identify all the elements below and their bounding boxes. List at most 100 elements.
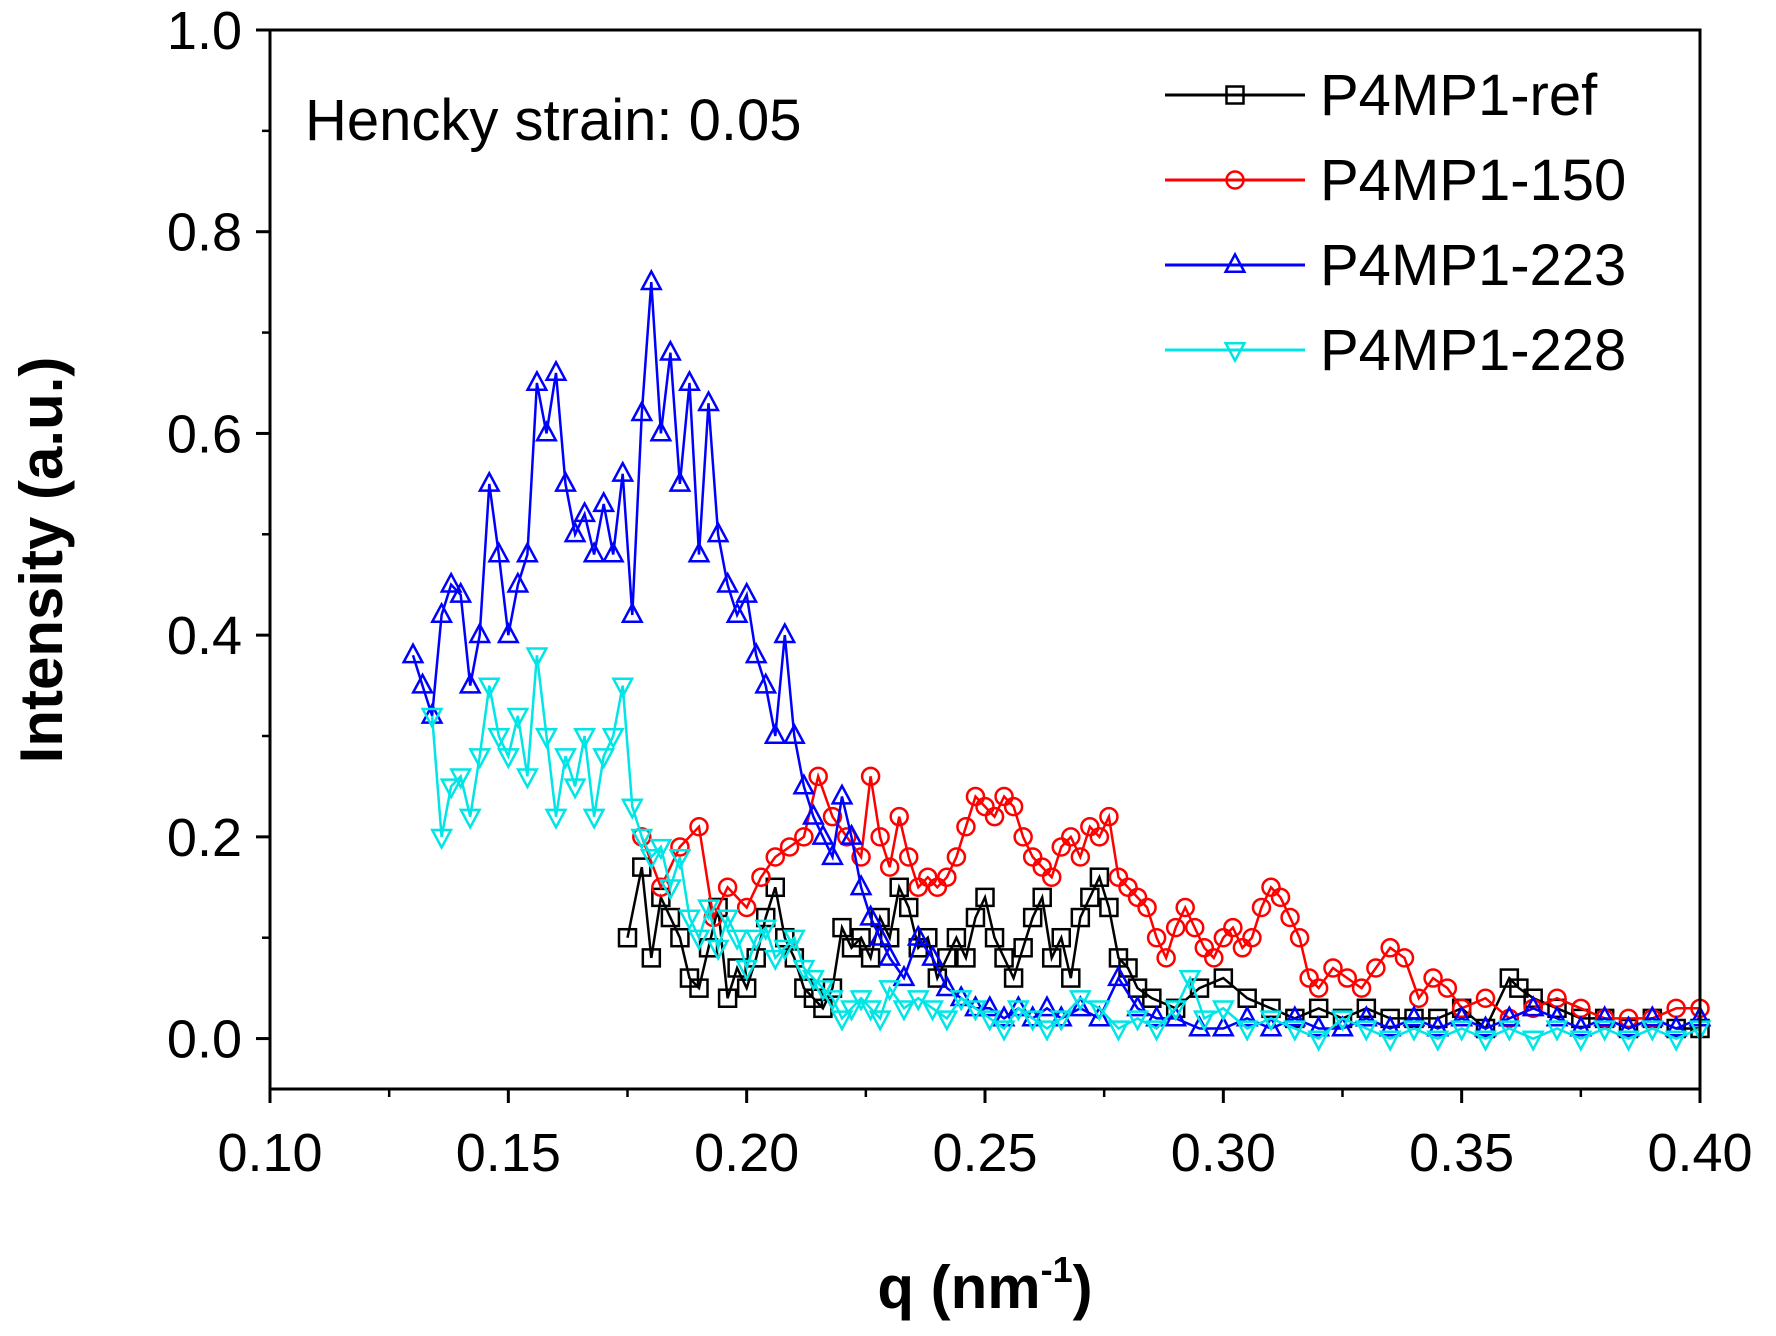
data-point (840, 1000, 863, 1022)
data-point (1474, 1015, 1497, 1037)
data-point (449, 581, 473, 603)
x-tick-label: 0.30 (1171, 1123, 1276, 1183)
data-point (1211, 1015, 1235, 1037)
data-point (1006, 1000, 1030, 1022)
data-point (1099, 897, 1119, 918)
data-point (898, 897, 919, 918)
data-point (898, 847, 919, 867)
data-point (716, 571, 740, 593)
legend-marker (1223, 251, 1247, 274)
data-point (487, 727, 511, 750)
data-point (765, 847, 786, 867)
data-point (892, 964, 916, 987)
data-point (921, 1000, 945, 1022)
data-point (821, 843, 844, 866)
data-point (1164, 1005, 1188, 1027)
data-point (1126, 1010, 1149, 1032)
data-point (830, 783, 854, 805)
data-point (1013, 938, 1033, 958)
data-point (837, 827, 857, 847)
data-point (992, 1020, 1016, 1042)
data-point (832, 917, 852, 938)
data-point (1423, 968, 1443, 988)
data-point (782, 929, 806, 951)
data-point (1041, 948, 1062, 968)
legend-marker (1223, 341, 1247, 364)
data-point (439, 778, 463, 800)
data-point (935, 974, 959, 997)
data-point (1380, 1008, 1400, 1029)
data-point (794, 827, 814, 847)
legend: P4MP1-ref P4MP1-150 P4MP1-223 P4MP1-228 (1165, 63, 1626, 383)
data-point (1308, 978, 1329, 998)
data-point (1394, 948, 1415, 968)
data-point (1617, 1030, 1640, 1052)
y-tick-label: 0.0 (167, 1010, 242, 1070)
data-point (658, 879, 682, 901)
data-point (870, 827, 890, 847)
data-point (978, 995, 1002, 1017)
data-point (439, 571, 463, 593)
data-point (1437, 978, 1458, 998)
data-point (670, 837, 690, 857)
data-point (1003, 796, 1024, 817)
data-point (1409, 988, 1429, 1008)
data-point (468, 748, 492, 770)
data-point (678, 369, 701, 392)
data-point (849, 990, 873, 1012)
data-point (1521, 1030, 1545, 1052)
data-point (1545, 1020, 1569, 1042)
data-point (1126, 995, 1149, 1017)
data-point (1070, 847, 1091, 867)
data-point (1523, 988, 1543, 1008)
data-point (582, 541, 606, 563)
data-point (401, 642, 425, 664)
data-point (554, 470, 577, 492)
data-point (706, 521, 730, 543)
legend-item: P4MP1-150 (1165, 148, 1626, 213)
data-point (1450, 1005, 1474, 1027)
x-tick-label: 0.10 (217, 1123, 322, 1183)
x-tick-label: 0.35 (1409, 1123, 1514, 1183)
data-point (859, 1000, 883, 1022)
data-point (641, 948, 662, 968)
data-point (620, 798, 644, 820)
data-point (1049, 1005, 1073, 1027)
plot-data (401, 268, 1712, 1052)
data-point (1003, 968, 1024, 988)
data-point (779, 837, 800, 857)
data-point (878, 944, 902, 966)
data-point (1087, 1000, 1111, 1022)
data-point (1337, 968, 1358, 988)
data-point (1068, 990, 1092, 1012)
data-point (754, 672, 778, 694)
data-point (611, 460, 635, 482)
data-point (773, 939, 797, 962)
x-axis-title: q (nm-1) (877, 1249, 1092, 1321)
data-point (792, 959, 816, 982)
data-point (496, 621, 520, 644)
data-point (1426, 1030, 1450, 1052)
data-point (1107, 1020, 1130, 1042)
data-point (860, 948, 881, 968)
data-point (525, 647, 549, 669)
data-point (946, 927, 967, 948)
data-point (773, 621, 797, 644)
data-point (668, 848, 692, 871)
data-point (1331, 1015, 1354, 1037)
data-point (1259, 1010, 1283, 1032)
data-point (1617, 1015, 1640, 1037)
data-point (601, 541, 625, 563)
x-axis-title-main: q (nm (877, 1254, 1040, 1321)
data-point (1156, 948, 1176, 968)
data-point (1192, 1010, 1216, 1032)
data-point (849, 874, 873, 896)
data-point (984, 806, 1005, 827)
data-point (937, 867, 957, 887)
data-point (1089, 867, 1110, 887)
data-point (946, 847, 967, 867)
legend-marker (1225, 85, 1245, 105)
data-point (879, 857, 900, 877)
data-point (889, 806, 909, 827)
